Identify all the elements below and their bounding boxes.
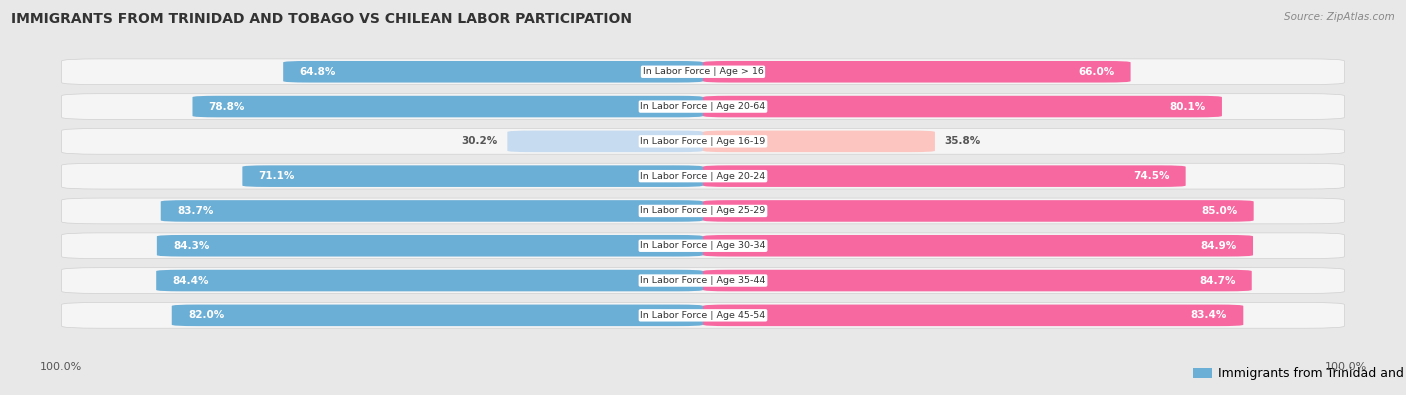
Text: 84.3%: 84.3% [173, 241, 209, 251]
Text: In Labor Force | Age 20-24: In Labor Force | Age 20-24 [640, 172, 766, 181]
FancyBboxPatch shape [156, 270, 703, 292]
Text: 84.7%: 84.7% [1199, 276, 1236, 286]
FancyBboxPatch shape [703, 235, 1253, 256]
FancyBboxPatch shape [62, 163, 1344, 189]
Text: 83.7%: 83.7% [177, 206, 214, 216]
Legend: Immigrants from Trinidad and Tobago, Chilean: Immigrants from Trinidad and Tobago, Chi… [1194, 367, 1406, 380]
FancyBboxPatch shape [703, 131, 935, 152]
FancyBboxPatch shape [172, 305, 703, 326]
FancyBboxPatch shape [62, 128, 1344, 154]
Text: IMMIGRANTS FROM TRINIDAD AND TOBAGO VS CHILEAN LABOR PARTICIPATION: IMMIGRANTS FROM TRINIDAD AND TOBAGO VS C… [11, 12, 633, 26]
FancyBboxPatch shape [62, 94, 1344, 119]
Text: 66.0%: 66.0% [1078, 67, 1115, 77]
FancyBboxPatch shape [703, 200, 1254, 222]
Text: 35.8%: 35.8% [945, 136, 981, 147]
Text: In Labor Force | Age 30-34: In Labor Force | Age 30-34 [640, 241, 766, 250]
Text: In Labor Force | Age 45-54: In Labor Force | Age 45-54 [640, 311, 766, 320]
Text: 71.1%: 71.1% [259, 171, 295, 181]
Text: 83.4%: 83.4% [1191, 310, 1227, 320]
Text: 80.1%: 80.1% [1170, 102, 1206, 111]
FancyBboxPatch shape [62, 303, 1344, 328]
Text: 84.9%: 84.9% [1201, 241, 1237, 251]
FancyBboxPatch shape [62, 59, 1344, 85]
FancyBboxPatch shape [193, 96, 703, 117]
FancyBboxPatch shape [703, 96, 1222, 117]
FancyBboxPatch shape [703, 270, 1251, 292]
Text: 85.0%: 85.0% [1201, 206, 1237, 216]
FancyBboxPatch shape [242, 166, 703, 187]
Text: 78.8%: 78.8% [208, 102, 245, 111]
FancyBboxPatch shape [703, 166, 1185, 187]
FancyBboxPatch shape [62, 198, 1344, 224]
Text: 84.4%: 84.4% [173, 276, 209, 286]
Text: In Labor Force | Age 25-29: In Labor Force | Age 25-29 [640, 207, 766, 215]
Text: 30.2%: 30.2% [461, 136, 498, 147]
Text: 64.8%: 64.8% [299, 67, 336, 77]
Text: 74.5%: 74.5% [1133, 171, 1170, 181]
Text: In Labor Force | Age > 16: In Labor Force | Age > 16 [643, 67, 763, 76]
Text: 82.0%: 82.0% [188, 310, 224, 320]
Text: In Labor Force | Age 16-19: In Labor Force | Age 16-19 [640, 137, 766, 146]
FancyBboxPatch shape [283, 61, 703, 83]
FancyBboxPatch shape [160, 200, 703, 222]
Text: 100.0%: 100.0% [1324, 362, 1367, 372]
FancyBboxPatch shape [62, 233, 1344, 259]
FancyBboxPatch shape [703, 305, 1243, 326]
FancyBboxPatch shape [157, 235, 703, 256]
Text: Source: ZipAtlas.com: Source: ZipAtlas.com [1284, 12, 1395, 22]
Text: 100.0%: 100.0% [39, 362, 82, 372]
FancyBboxPatch shape [508, 131, 703, 152]
Text: In Labor Force | Age 20-64: In Labor Force | Age 20-64 [640, 102, 766, 111]
FancyBboxPatch shape [703, 61, 1130, 83]
FancyBboxPatch shape [62, 268, 1344, 293]
Text: In Labor Force | Age 35-44: In Labor Force | Age 35-44 [640, 276, 766, 285]
